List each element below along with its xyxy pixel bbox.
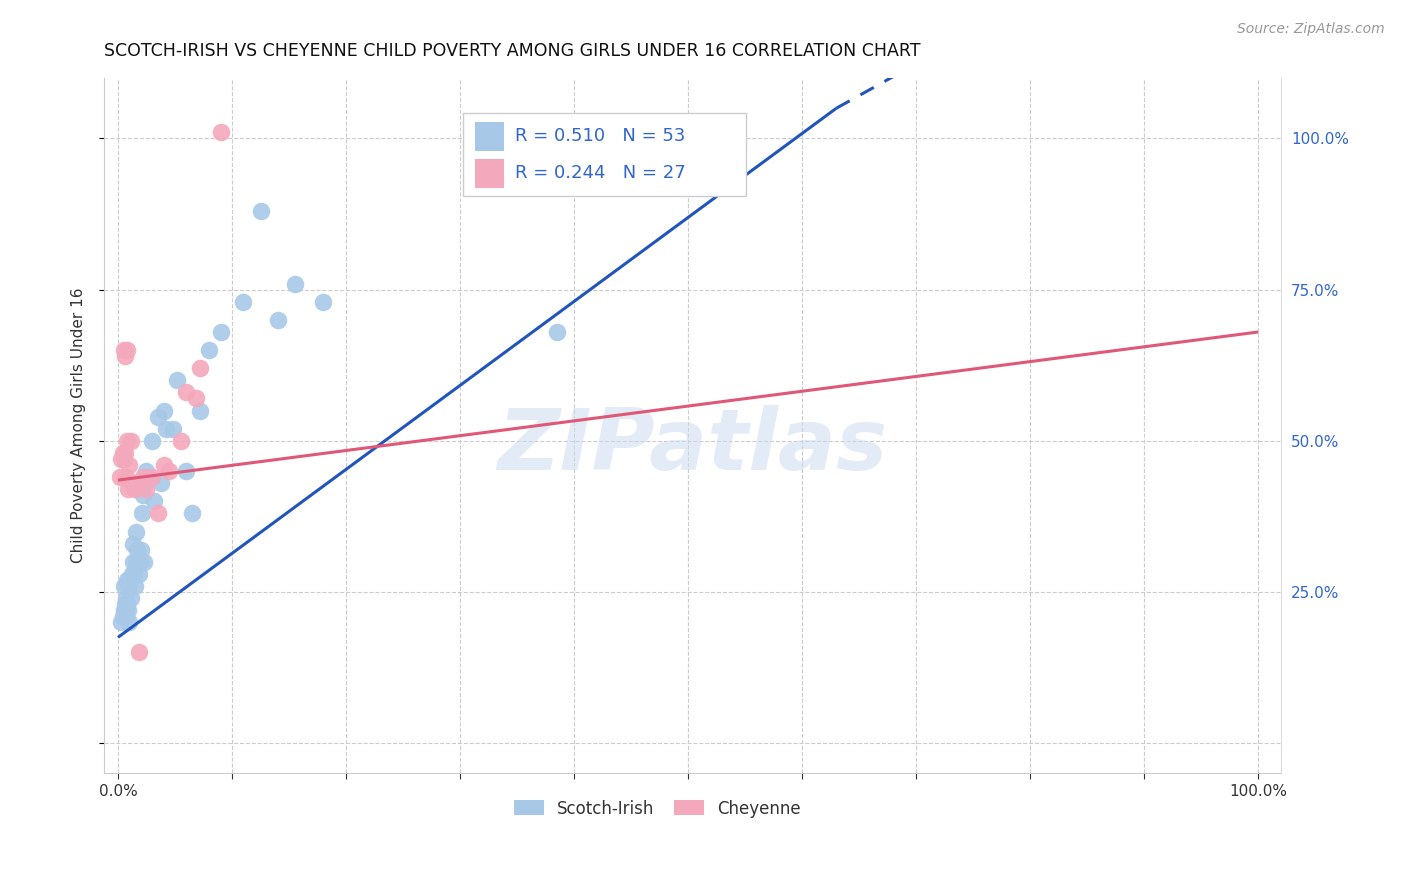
Point xyxy=(146,409,169,424)
Point xyxy=(121,566,143,581)
Point xyxy=(120,434,142,448)
Point xyxy=(170,434,193,448)
Text: Source: ZipAtlas.com: Source: ZipAtlas.com xyxy=(1237,22,1385,37)
Point xyxy=(125,524,148,539)
Point xyxy=(111,446,134,460)
Point xyxy=(232,294,254,309)
Point xyxy=(121,536,143,550)
FancyBboxPatch shape xyxy=(475,122,505,151)
Point xyxy=(124,482,146,496)
Point xyxy=(110,470,132,484)
Point xyxy=(209,125,232,139)
Point xyxy=(120,591,142,605)
Point xyxy=(128,566,150,581)
Text: R = 0.510   N = 53: R = 0.510 N = 53 xyxy=(515,127,685,145)
Point xyxy=(128,555,150,569)
Point xyxy=(176,464,198,478)
Point xyxy=(141,434,163,448)
Point xyxy=(117,579,139,593)
Point xyxy=(157,464,180,478)
Point xyxy=(131,507,153,521)
FancyBboxPatch shape xyxy=(463,112,745,196)
Legend: Scotch-Irish, Cheyenne: Scotch-Irish, Cheyenne xyxy=(508,793,808,824)
Point xyxy=(110,452,132,467)
Point xyxy=(141,470,163,484)
Point xyxy=(122,566,145,581)
Point xyxy=(284,277,307,291)
Point xyxy=(198,343,221,358)
Point xyxy=(132,470,155,484)
Point xyxy=(112,579,135,593)
Point xyxy=(176,385,198,400)
Point xyxy=(181,507,204,521)
Point xyxy=(118,458,141,472)
Point xyxy=(150,476,173,491)
Point xyxy=(135,464,157,478)
Point xyxy=(134,555,156,569)
Point xyxy=(152,403,174,417)
Point xyxy=(112,452,135,467)
Point xyxy=(115,591,138,605)
Point xyxy=(188,361,211,376)
Point xyxy=(115,573,138,587)
Point xyxy=(115,470,138,484)
Point xyxy=(152,458,174,472)
Point xyxy=(128,645,150,659)
Point xyxy=(166,373,188,387)
Point xyxy=(129,542,152,557)
Point xyxy=(118,573,141,587)
FancyBboxPatch shape xyxy=(475,159,505,188)
Y-axis label: Child Poverty Among Girls Under 16: Child Poverty Among Girls Under 16 xyxy=(72,288,86,564)
Point xyxy=(111,609,134,624)
Point xyxy=(115,609,138,624)
Point xyxy=(266,313,288,327)
Point xyxy=(114,349,136,363)
Point xyxy=(665,120,688,134)
Point xyxy=(495,174,517,188)
Text: SCOTCH-IRISH VS CHEYENNE CHILD POVERTY AMONG GIRLS UNDER 16 CORRELATION CHART: SCOTCH-IRISH VS CHEYENNE CHILD POVERTY A… xyxy=(104,42,921,60)
Point xyxy=(125,555,148,569)
Point xyxy=(112,603,135,617)
Point xyxy=(135,482,157,496)
Point xyxy=(188,403,211,417)
Point xyxy=(162,422,184,436)
Point xyxy=(118,615,141,630)
Point xyxy=(115,597,138,611)
Point xyxy=(114,603,136,617)
Point xyxy=(143,494,166,508)
Point xyxy=(209,325,232,339)
Point xyxy=(121,555,143,569)
Point xyxy=(127,542,149,557)
Point xyxy=(134,476,156,491)
Point xyxy=(117,603,139,617)
Point xyxy=(184,392,207,406)
Point xyxy=(117,482,139,496)
Text: ZIPatlas: ZIPatlas xyxy=(498,405,887,488)
Point xyxy=(110,615,132,630)
Point xyxy=(249,204,271,219)
Point xyxy=(112,343,135,358)
Point xyxy=(114,597,136,611)
Text: R = 0.244   N = 27: R = 0.244 N = 27 xyxy=(515,163,686,182)
Point xyxy=(312,294,335,309)
Point xyxy=(115,343,138,358)
Point xyxy=(124,579,146,593)
Point xyxy=(155,422,177,436)
Point xyxy=(114,446,136,460)
Point xyxy=(132,488,155,502)
Point xyxy=(121,476,143,491)
Point xyxy=(115,434,138,448)
Point xyxy=(546,325,568,339)
Point xyxy=(136,470,159,484)
Point xyxy=(146,507,169,521)
